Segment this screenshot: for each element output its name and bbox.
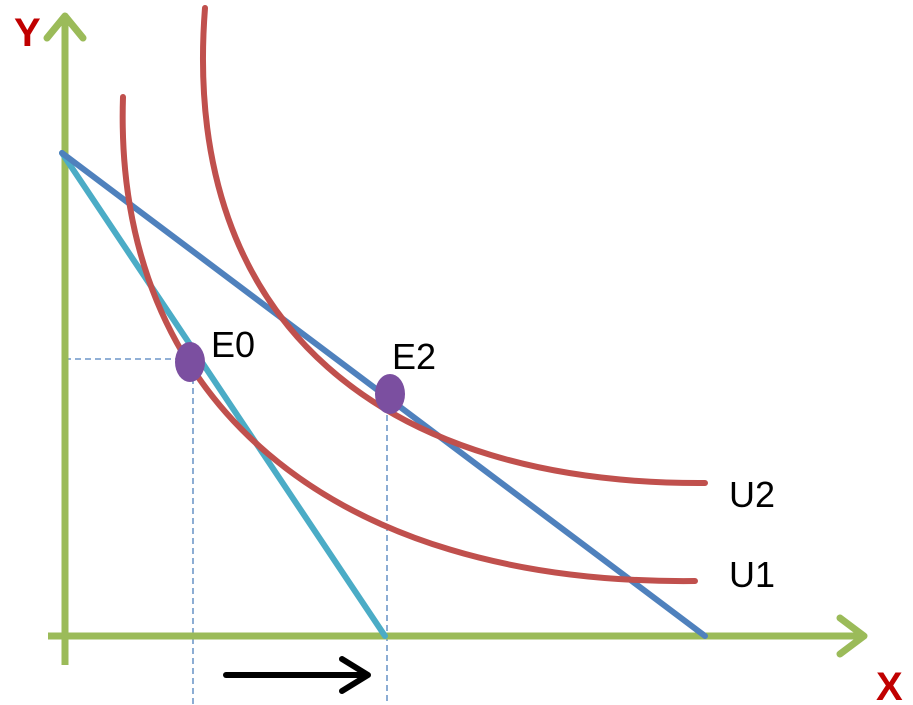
y-axis: [43, 12, 87, 665]
curve-label-u2: U2: [729, 474, 775, 515]
shift-arrow: [223, 656, 371, 694]
point-label-e2: E2: [392, 336, 436, 377]
indifference-curve-u2: [200, 5, 708, 487]
indifference-curve-u1: [119, 94, 698, 585]
equilibrium-point-e2: [375, 374, 405, 414]
y-axis-label: Y: [14, 11, 41, 55]
equilibrium-point-e0: [175, 342, 205, 382]
x-axis: [48, 614, 868, 658]
x-axis-label: X: [876, 665, 903, 705]
point-label-e0: E0: [211, 324, 255, 365]
curve-label-u1: U1: [729, 554, 775, 595]
budget-line-original: [59, 150, 388, 639]
